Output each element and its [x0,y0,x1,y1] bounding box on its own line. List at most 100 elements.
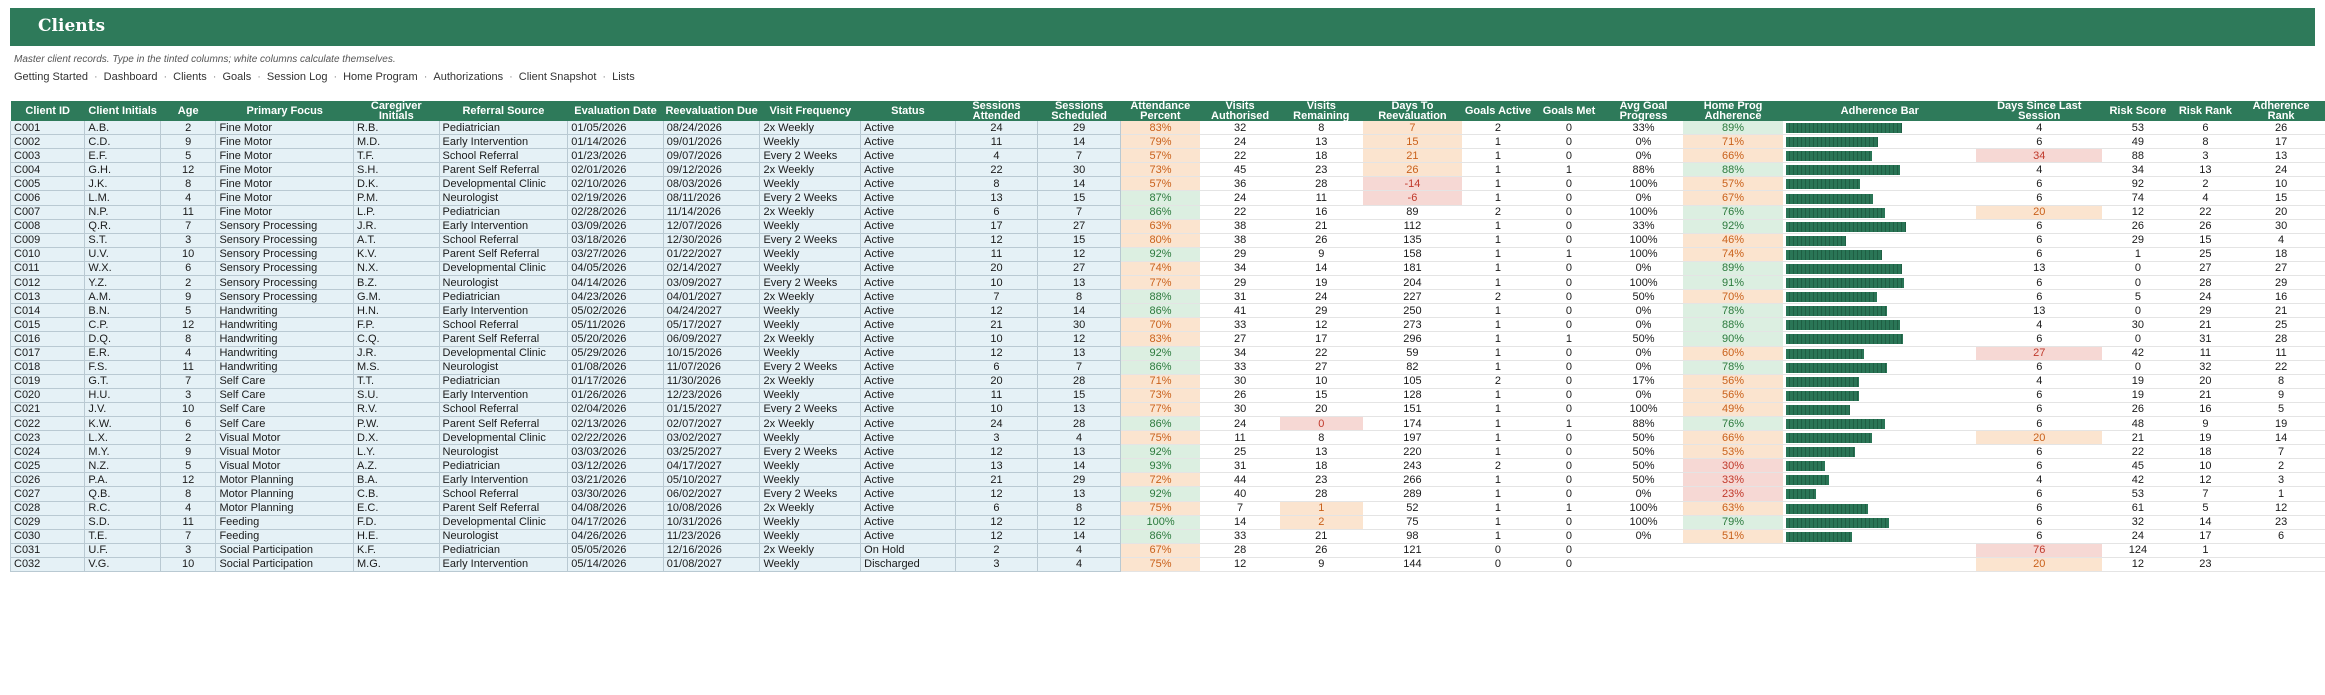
nav-link-session-log[interactable]: Session Log [266,71,328,83]
cell-sessions-attended[interactable]: 11 [954,134,1039,150]
cell-referral-source[interactable]: Pediatrician [438,289,569,305]
cell-status[interactable]: Active [860,190,956,206]
cell-visit-frequency[interactable]: 2x Weekly [759,205,862,220]
column-header[interactable]: Avg Goal Progress [1604,101,1683,121]
cell-status[interactable]: Discharged [860,557,956,573]
cell-primary-focus[interactable]: Feeding [215,529,354,544]
cell-reevaluation-due[interactable]: 03/25/2027 [662,444,761,460]
cell-age[interactable]: 10 [159,402,217,417]
cell-sessions-scheduled[interactable]: 13 [1037,402,1121,417]
cell-age[interactable]: 2 [159,430,217,446]
cell-caregiver-initials[interactable]: N.X. [352,261,440,277]
cell-evaluation-date[interactable]: 05/29/2026 [567,346,664,361]
cell-primary-focus[interactable]: Fine Motor [215,190,354,206]
cell-sessions-attended[interactable]: 12 [954,529,1039,544]
cell-caregiver-initials[interactable]: C.B. [352,486,440,502]
cell-sessions-scheduled[interactable]: 30 [1037,317,1121,333]
cell-reevaluation-due[interactable]: 12/16/2026 [662,543,761,558]
cell-visit-frequency[interactable]: Every 2 Weeks [759,148,862,164]
cell-referral-source[interactable]: Early Intervention [438,388,569,403]
cell-reevaluation-due[interactable]: 10/15/2026 [662,346,761,361]
cell-referral-source[interactable]: School Referral [438,233,569,248]
cell-reevaluation-due[interactable]: 01/08/2027 [662,557,761,573]
cell-referral-source[interactable]: Developmental Clinic [438,430,569,446]
cell-age[interactable]: 4 [159,346,217,361]
cell-reevaluation-due[interactable]: 04/17/2027 [662,458,761,474]
column-header[interactable]: Attendance Percent [1120,101,1201,121]
nav-link-dashboard[interactable]: Dashboard [103,71,158,83]
cell-evaluation-date[interactable]: 03/27/2026 [567,247,664,262]
cell-evaluation-date[interactable]: 02/04/2026 [567,402,664,417]
cell-sessions-scheduled[interactable]: 30 [1037,162,1121,178]
cell-client-initials[interactable]: D.Q. [84,331,161,347]
cell-evaluation-date[interactable]: 03/21/2026 [567,472,664,488]
cell-sessions-scheduled[interactable]: 15 [1037,190,1121,206]
cell-referral-source[interactable]: Pediatrician [438,205,569,220]
cell-reevaluation-due[interactable]: 04/24/2027 [662,303,761,319]
cell-age[interactable]: 8 [159,486,217,502]
cell-referral-source[interactable]: Pediatrician [438,374,569,389]
cell-visit-frequency[interactable]: 2x Weekly [759,289,862,305]
cell-reevaluation-due[interactable]: 06/02/2027 [662,486,761,502]
cell-primary-focus[interactable]: Visual Motor [215,458,354,474]
cell-reevaluation-due[interactable]: 11/07/2026 [662,360,761,375]
cell-sessions-scheduled[interactable]: 13 [1037,444,1121,460]
nav-link-clients[interactable]: Clients [173,71,207,83]
cell-caregiver-initials[interactable]: P.W. [352,416,440,432]
cell-client-id[interactable]: C031 [9,543,86,558]
cell-sessions-scheduled[interactable]: 4 [1037,430,1121,446]
column-header[interactable]: Days To Reevaluation [1362,101,1463,121]
cell-age[interactable]: 5 [159,303,217,319]
cell-caregiver-initials[interactable]: M.G. [352,557,440,573]
cell-sessions-scheduled[interactable]: 28 [1037,374,1121,389]
cell-client-id[interactable]: C020 [9,388,86,403]
cell-evaluation-date[interactable]: 05/11/2026 [567,317,664,333]
cell-client-id[interactable]: C019 [9,374,86,389]
cell-primary-focus[interactable]: Self Care [215,388,354,403]
cell-sessions-attended[interactable]: 22 [954,162,1039,178]
cell-reevaluation-due[interactable]: 03/09/2027 [662,275,761,291]
cell-visit-frequency[interactable]: Weekly [759,247,862,262]
cell-primary-focus[interactable]: Fine Motor [215,134,354,150]
cell-age[interactable]: 11 [159,205,217,220]
cell-referral-source[interactable]: Early Intervention [438,134,569,150]
cell-status[interactable]: Active [860,134,956,150]
nav-link-client-snapshot[interactable]: Client Snapshot [518,71,597,83]
cell-primary-focus[interactable]: Handwriting [215,317,354,333]
column-header[interactable]: Goals Met [1533,101,1605,121]
cell-visit-frequency[interactable]: 2x Weekly [759,416,862,432]
cell-evaluation-date[interactable]: 03/09/2026 [567,219,664,234]
cell-client-id[interactable]: C008 [9,219,86,234]
cell-status[interactable]: Active [860,388,956,403]
cell-age[interactable]: 8 [159,176,217,192]
cell-primary-focus[interactable]: Fine Motor [215,176,354,192]
cell-reevaluation-due[interactable]: 10/08/2026 [662,501,761,516]
cell-visit-frequency[interactable]: 2x Weekly [759,162,862,178]
cell-client-initials[interactable]: W.X. [84,261,161,277]
cell-age[interactable]: 9 [159,444,217,460]
cell-visit-frequency[interactable]: Weekly [759,219,862,234]
cell-visit-frequency[interactable]: Every 2 Weeks [759,402,862,417]
cell-sessions-attended[interactable]: 17 [954,219,1039,234]
cell-age[interactable]: 12 [159,162,217,178]
cell-reevaluation-due[interactable]: 02/07/2027 [662,416,761,432]
cell-caregiver-initials[interactable]: H.E. [352,529,440,544]
cell-client-initials[interactable]: C.P. [84,317,161,333]
cell-reevaluation-due[interactable]: 08/11/2026 [662,190,761,206]
column-header[interactable]: Days Since Last Session [1976,101,2103,121]
cell-primary-focus[interactable]: Handwriting [215,303,354,319]
cell-client-initials[interactable]: L.M. [84,190,161,206]
cell-caregiver-initials[interactable]: T.F. [352,148,440,164]
cell-visit-frequency[interactable]: Weekly [759,472,862,488]
cell-sessions-scheduled[interactable]: 12 [1037,515,1121,530]
cell-visit-frequency[interactable]: Weekly [759,430,862,446]
cell-caregiver-initials[interactable]: J.R. [352,219,440,234]
cell-client-id[interactable]: C025 [9,458,86,474]
cell-evaluation-date[interactable]: 01/08/2026 [567,360,664,375]
cell-age[interactable]: 10 [159,557,217,573]
cell-status[interactable]: Active [860,121,956,136]
column-header[interactable]: Risk Score [2102,101,2174,121]
cell-referral-source[interactable]: Neurologist [438,275,569,291]
cell-caregiver-initials[interactable]: H.N. [352,303,440,319]
cell-referral-source[interactable]: School Referral [438,486,569,502]
